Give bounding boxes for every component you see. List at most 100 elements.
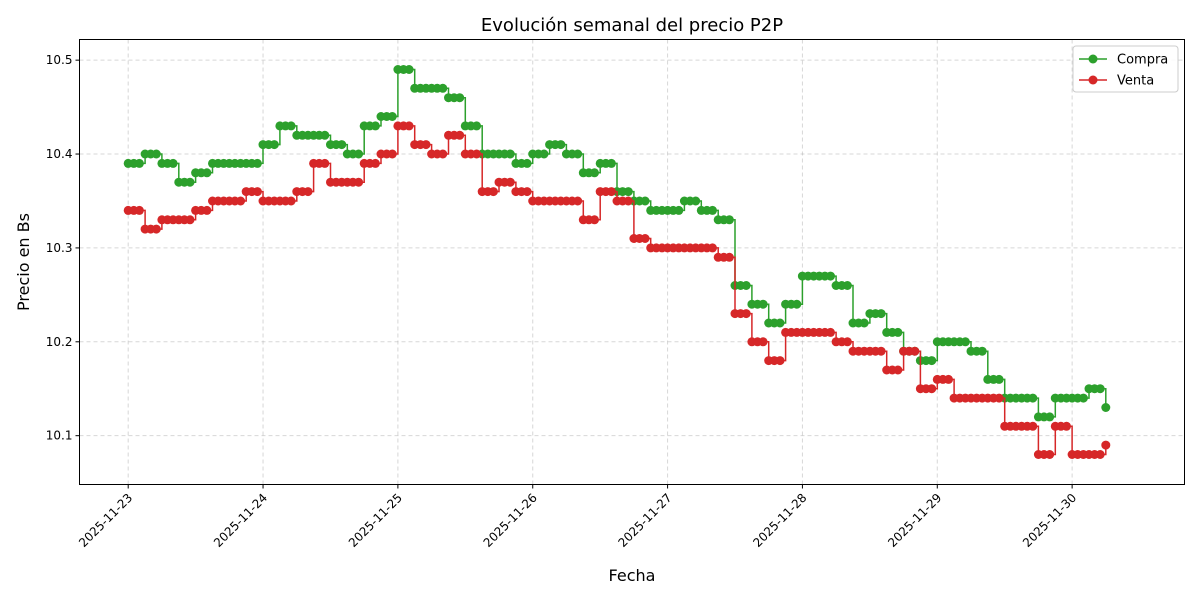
- data-point-fill: [876, 309, 886, 319]
- data-point-fill: [202, 168, 212, 178]
- data-point-fill: [404, 121, 414, 131]
- data-point-fill: [842, 337, 852, 347]
- series-venta: [123, 121, 1111, 459]
- y-tick-label: 10.2: [46, 335, 73, 349]
- y-tick-label: 10.1: [46, 429, 73, 443]
- data-point-fill: [337, 140, 347, 150]
- data-point-fill: [252, 158, 262, 168]
- data-point-fill: [472, 149, 482, 159]
- data-point-fill: [960, 337, 970, 347]
- data-point-fill: [623, 196, 633, 206]
- x-tick-label: 2025-11-29: [885, 491, 944, 550]
- data-point-fill: [1095, 450, 1105, 459]
- data-point-fill: [370, 121, 380, 131]
- data-point-fill: [320, 158, 330, 168]
- series-line: [128, 68, 1107, 418]
- data-point-fill: [724, 215, 734, 225]
- x-tick-label: 2025-11-23: [76, 491, 135, 550]
- data-point-fill: [185, 215, 195, 225]
- data-point-fill: [977, 346, 987, 356]
- x-tick-label: 2025-11-26: [481, 491, 540, 550]
- data-point-fill: [370, 158, 380, 168]
- data-point-fill: [927, 356, 937, 366]
- data-point-fill: [354, 177, 364, 187]
- data-point-fill: [944, 374, 953, 384]
- data-point-fill: [505, 177, 515, 187]
- data-point-fill: [640, 234, 650, 243]
- x-tick-label: 2025-11-27: [615, 491, 674, 550]
- data-point-fill: [741, 309, 751, 319]
- data-point-fill: [387, 149, 397, 159]
- data-point-fill: [286, 121, 296, 131]
- data-point-fill: [606, 158, 616, 168]
- legend-label: Compra: [1117, 53, 1168, 68]
- data-point-fill: [1028, 421, 1038, 431]
- data-point-fill: [1028, 393, 1038, 403]
- data-point-fill: [404, 65, 414, 74]
- data-point-fill: [994, 393, 1004, 403]
- data-point-fill: [1045, 450, 1055, 459]
- data-point-fill: [893, 327, 903, 337]
- data-point-fill: [640, 196, 650, 206]
- data-point-fill: [590, 215, 599, 225]
- data-point-fill: [775, 318, 785, 328]
- data-point-fill: [623, 187, 633, 197]
- data-point-fill: [741, 281, 751, 290]
- x-axis-label: Fecha: [609, 566, 656, 585]
- x-tick-label: 2025-11-28: [750, 491, 809, 550]
- data-point-fill: [708, 243, 717, 253]
- data-point-fill: [758, 299, 768, 309]
- plot-frame: [79, 39, 1185, 485]
- legend-label: Venta: [1117, 74, 1154, 89]
- data-point-fill: [134, 205, 144, 215]
- data-point-fill: [522, 187, 532, 197]
- data-point: [1101, 403, 1111, 412]
- data-point-fill: [269, 140, 279, 150]
- data-point-fill: [775, 356, 785, 366]
- chart-title: Evolución semanal del precio P2P: [481, 15, 783, 36]
- data-point-fill: [438, 83, 448, 93]
- x-tick-label: 2025-11-25: [346, 491, 405, 550]
- series-layer: [123, 65, 1111, 459]
- data-point-fill: [455, 93, 465, 103]
- data-point-fill: [573, 149, 583, 159]
- data-point-fill: [691, 196, 701, 206]
- data-point-fill: [421, 140, 431, 150]
- data-point-fill: [708, 205, 717, 215]
- data-point-fill: [792, 299, 802, 309]
- x-tick-label: 2025-11-24: [211, 491, 270, 550]
- data-point-fill: [590, 168, 599, 178]
- data-point-fill: [1045, 412, 1055, 422]
- data-point-fill: [151, 224, 161, 234]
- series-compra: [123, 65, 1111, 422]
- data-point-fill: [539, 149, 549, 159]
- data-point-fill: [202, 205, 212, 215]
- x-tick-label: 2025-11-30: [1020, 491, 1079, 550]
- data-point-fill: [724, 252, 734, 262]
- data-point-fill: [185, 177, 195, 187]
- y-tick-label: 10.5: [46, 53, 73, 67]
- data-point-fill: [134, 158, 144, 168]
- data-point-fill: [893, 365, 903, 375]
- data-point-fill: [151, 149, 161, 159]
- data-point-fill: [286, 196, 296, 206]
- data-point-fill: [303, 187, 313, 197]
- data-point-fill: [1078, 393, 1088, 403]
- data-point: [1101, 440, 1111, 450]
- data-point-fill: [252, 187, 262, 197]
- data-point-fill: [758, 337, 768, 347]
- data-point-fill: [488, 187, 498, 197]
- data-point-fill: [354, 149, 364, 159]
- data-point-fill: [1095, 384, 1105, 394]
- data-point-fill: [826, 327, 835, 337]
- data-point-fill: [876, 346, 886, 356]
- data-point-fill: [522, 158, 532, 168]
- data-point-fill: [556, 140, 566, 150]
- ticks: 2025-11-23 2025-11-24 2025-11-25 2025-11-26…: [46, 53, 1079, 550]
- y-tick-label: 10.3: [46, 241, 73, 255]
- data-point-fill: [236, 196, 246, 206]
- data-point-fill: [826, 271, 835, 281]
- data-point-fill: [472, 121, 482, 131]
- data-point-fill: [606, 187, 616, 197]
